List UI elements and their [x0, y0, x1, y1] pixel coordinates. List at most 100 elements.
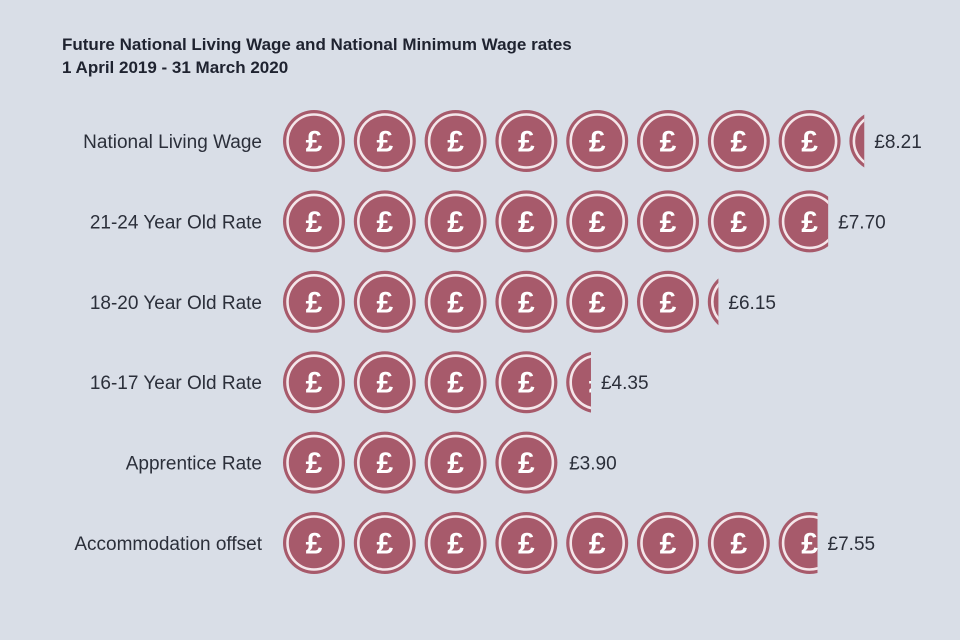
pound-coin-icon: £ [495, 512, 558, 574]
svg-text:£: £ [447, 528, 464, 561]
pound-coin-icon: £ [778, 512, 818, 574]
value-label: £7.70 [838, 212, 886, 233]
pound-coin-icon: £ [283, 512, 345, 574]
svg-text:£: £ [589, 126, 606, 159]
pictogram-bar: £ £ £ £ £ £ £ £ £ [283, 110, 865, 172]
pound-coin-icon: £ [283, 110, 345, 172]
svg-text:£: £ [589, 206, 606, 239]
svg-text:£: £ [660, 206, 677, 239]
pound-coin-icon: £ [495, 431, 558, 494]
category-label: Apprentice Rate [126, 454, 262, 475]
svg-text:£: £ [801, 528, 818, 561]
pictogram-bar: £ £ £ £ £ [283, 351, 606, 414]
svg-text:£: £ [306, 126, 323, 159]
pound-coin-icon: £ [495, 270, 558, 333]
pound-coin-icon: £ [283, 270, 345, 333]
pound-coin-icon: £ [353, 351, 416, 414]
svg-text:£: £ [306, 528, 323, 561]
svg-text:£: £ [660, 286, 677, 319]
svg-text:£: £ [376, 206, 393, 239]
pictogram-bar: £ £ £ £ £ £ £ £ [283, 190, 829, 253]
pound-coin-icon: £ [707, 190, 770, 253]
pound-coin-icon: £ [353, 110, 416, 172]
pound-coin-icon: £ [778, 110, 841, 172]
value-label: £8.21 [874, 132, 922, 153]
svg-text:£: £ [306, 206, 323, 239]
chart-title: Future National Living Wage and National… [62, 35, 572, 54]
svg-text:£: £ [447, 126, 464, 159]
svg-text:£: £ [376, 528, 393, 561]
svg-text:£: £ [518, 447, 535, 480]
category-label: Accommodation offset [74, 534, 262, 555]
svg-text:£: £ [518, 206, 535, 239]
pound-coin-icon: £ [424, 190, 487, 253]
svg-text:£: £ [447, 447, 464, 480]
category-label: 18-20 Year Old Rate [90, 293, 262, 314]
svg-text:£: £ [730, 126, 747, 159]
pound-coin-icon: £ [637, 270, 699, 333]
svg-text:£: £ [660, 528, 677, 561]
pound-coin-icon: £ [353, 512, 416, 574]
svg-text:£: £ [306, 367, 323, 400]
pound-coin-icon: £ [353, 431, 416, 494]
category-label: 16-17 Year Old Rate [90, 373, 262, 394]
svg-text:£: £ [447, 367, 464, 400]
svg-text:£: £ [518, 528, 535, 561]
pound-coin-icon: £ [283, 351, 345, 414]
svg-text:£: £ [518, 367, 535, 400]
pound-coin-icon: £ [424, 512, 487, 574]
value-label: £6.15 [728, 293, 776, 314]
pound-coin-icon: £ [637, 190, 699, 253]
svg-text:£: £ [376, 447, 393, 480]
pound-coin-icon: £ [424, 270, 487, 333]
chart-subtitle: 1 April 2019 - 31 March 2020 [62, 58, 289, 77]
svg-text:£: £ [730, 528, 747, 561]
svg-text:£: £ [589, 286, 606, 319]
pound-coin-icon: £ [566, 110, 629, 172]
pound-coin-icon: £ [495, 110, 558, 172]
pictogram-bar: £ £ £ £ £ £ £ £ [283, 512, 818, 574]
svg-text:£: £ [447, 206, 464, 239]
svg-text:£: £ [376, 126, 393, 159]
pictogram-bar: £ £ £ £ [283, 431, 558, 494]
pound-coin-icon: £ [353, 270, 416, 333]
pound-coin-icon: £ [707, 278, 719, 326]
svg-text:£: £ [447, 286, 464, 319]
value-label: £3.90 [569, 454, 617, 475]
pound-coin-icon: £ [495, 190, 558, 253]
pound-coin-icon: £ [778, 190, 829, 253]
pound-coin-icon: £ [424, 431, 487, 494]
pound-coin-icon: £ [495, 351, 558, 414]
svg-text:£: £ [801, 206, 818, 239]
pound-coin-icon: £ [707, 512, 770, 574]
pound-coin-icon: £ [283, 190, 345, 253]
category-label: 21-24 Year Old Rate [90, 212, 262, 233]
svg-text:£: £ [589, 367, 606, 400]
svg-text:£: £ [518, 286, 535, 319]
pictogram-bar: £ £ £ £ £ £ £ [283, 270, 719, 333]
pound-coin-icon: £ [637, 512, 699, 574]
pound-coin-icon: £ [566, 512, 629, 574]
pound-coin-icon: £ [353, 190, 416, 253]
svg-text:£: £ [801, 126, 818, 159]
pound-coin-icon: £ [637, 110, 699, 172]
svg-text:£: £ [376, 367, 393, 400]
svg-text:£: £ [730, 206, 747, 239]
chart-title-block: Future National Living Wage and National… [62, 33, 572, 79]
svg-text:£: £ [660, 126, 677, 159]
svg-text:£: £ [306, 286, 323, 319]
pound-coin-icon: £ [849, 114, 865, 168]
value-label: £7.55 [828, 534, 876, 555]
svg-text:£: £ [589, 528, 606, 561]
pound-coin-icon: £ [424, 351, 487, 414]
pound-coin-icon: £ [283, 431, 345, 494]
svg-text:£: £ [306, 447, 323, 480]
svg-text:£: £ [518, 126, 535, 159]
pound-coin-icon: £ [566, 190, 629, 253]
pound-coin-icon: £ [707, 110, 770, 172]
category-label: National Living Wage [83, 132, 262, 153]
pound-coin-icon: £ [566, 270, 629, 333]
pound-coin-icon: £ [424, 110, 487, 172]
value-label: £4.35 [601, 373, 649, 394]
